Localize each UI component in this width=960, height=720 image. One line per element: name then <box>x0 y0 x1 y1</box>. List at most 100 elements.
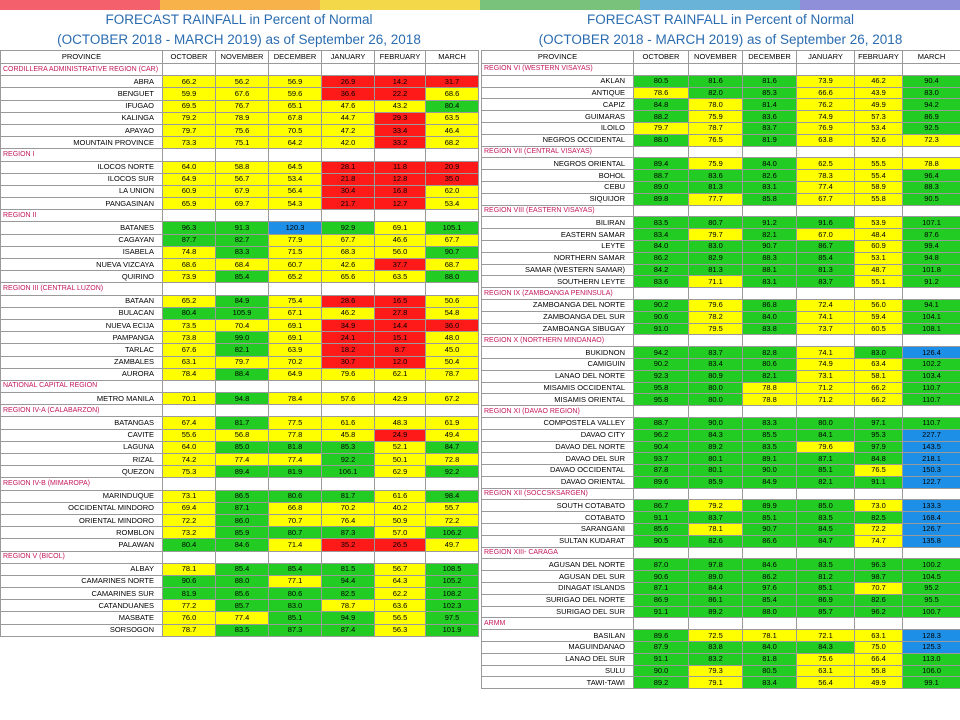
rainfall-value-cell: 86.9 <box>902 110 960 123</box>
empty-cell <box>215 404 269 418</box>
rainfall-value-cell: 74.7 <box>854 534 903 548</box>
rainfall-value-cell: 73.3 <box>162 136 216 150</box>
rainfall-value-cell: 88.0 <box>742 605 797 619</box>
empty-cell <box>374 282 426 296</box>
rainfall-value-cell: 65.2 <box>268 270 322 284</box>
rainfall-value-cell: 85.3 <box>742 86 797 100</box>
rainfall-value-cell: 85.5 <box>742 428 797 442</box>
empty-cell <box>902 63 960 76</box>
rainfall-value-cell: 47.2 <box>321 123 375 138</box>
rainfall-value-cell: 83.1 <box>742 275 797 289</box>
rainfall-value-cell: 76.2 <box>796 98 855 112</box>
rainfall-value-cell: 87.1 <box>633 582 689 595</box>
rainfall-value-cell: 91.0 <box>633 322 689 336</box>
rainfall-value-cell: 81.4 <box>742 98 797 112</box>
empty-cell <box>742 145 797 159</box>
rainfall-value-cell: 55.8 <box>854 664 903 678</box>
rainfall-value-cell: 79.7 <box>162 123 216 138</box>
left-forecast-table: PROVINCE OCTOBER NOVEMBER DECEMBER JANUARY FE… <box>0 50 479 637</box>
rainfall-value-cell: 76.9 <box>796 121 855 135</box>
rainfall-value-cell: 79.6 <box>321 367 375 381</box>
province-name: DAVAO ORIENTAL <box>481 475 634 489</box>
rainfall-value-cell: 79.1 <box>688 676 743 690</box>
strip-segment <box>0 0 160 10</box>
region-header-row: REGION XII (SOCCSKSARGEN) <box>481 487 960 501</box>
rainfall-value-cell: 85.1 <box>796 464 855 477</box>
rainfall-value-cell: 64.9 <box>268 367 322 381</box>
rainfall-value-cell: 56.8 <box>215 428 269 442</box>
rainfall-value-cell: 73.1 <box>796 369 855 383</box>
rainfall-value-cell: 49.9 <box>854 98 903 112</box>
empty-cell <box>902 204 960 218</box>
rainfall-value-cell: 78.7 <box>688 121 743 135</box>
rainfall-value-cell: 85.6 <box>633 523 689 536</box>
rainfall-value-cell: 42.9 <box>374 392 426 406</box>
rainfall-value-cell: 87.1 <box>796 452 855 466</box>
rainfall-value-cell: 43.2 <box>374 99 426 113</box>
rainfall-value-cell: 97.5 <box>425 611 479 625</box>
empty-cell <box>633 405 689 418</box>
province-row: BULACAN 80.4 105.9 67.1 46.2 27.8 54.8 <box>0 306 479 320</box>
rainfall-value-cell: 79.2 <box>162 111 216 125</box>
province-row: BATAAN 65.2 84.9 75.4 28.6 16.5 50.6 <box>0 294 479 308</box>
region-name: REGION III (CENTRAL LUZON) <box>0 282 163 296</box>
rainfall-value-cell: 49.9 <box>854 676 903 690</box>
rainfall-value-cell: 33.4 <box>374 123 426 138</box>
rainfall-value-cell: 69.4 <box>162 501 216 515</box>
rainfall-value-cell: 44.7 <box>321 111 375 125</box>
rainfall-value-cell: 86.5 <box>215 489 269 503</box>
province-name: ROMBLON <box>0 526 163 540</box>
rainfall-value-cell: 78.1 <box>162 562 216 576</box>
province-name: BILIRAN <box>481 216 634 230</box>
rainfall-value-cell: 52.6 <box>854 133 903 147</box>
rainfall-value-cell: 15.1 <box>374 331 426 345</box>
empty-cell <box>162 209 216 223</box>
rainfall-value-cell: 84.7 <box>796 534 855 548</box>
rainfall-value-cell: 128.3 <box>902 629 960 643</box>
rainfall-value-cell: 78.1 <box>742 629 797 643</box>
rainfall-value-cell: 84.6 <box>742 558 797 572</box>
rainfall-value-cell: 56.2 <box>215 75 269 89</box>
rainfall-value-cell: 75.1 <box>215 136 269 150</box>
empty-cell <box>215 62 269 77</box>
rainfall-value-cell: 74.2 <box>162 452 216 467</box>
region-header-row: REGION VII (CENTRAL VISAYAS) <box>481 145 960 159</box>
region-name: REGION V (BICOL) <box>0 550 163 564</box>
rainfall-value-cell: 81.9 <box>162 587 216 601</box>
rainfall-value-cell: 64.0 <box>162 440 216 455</box>
rainfall-value-cell: 95.2 <box>902 582 960 595</box>
province-name: MAGUINDANAO <box>481 641 634 654</box>
rainfall-value-cell: 133.3 <box>902 499 960 513</box>
month-column-header: OCTOBER <box>162 50 216 64</box>
rainfall-value-cell: 80.1 <box>688 464 743 477</box>
rainfall-value-cell: 88.0 <box>215 574 269 589</box>
rainfall-value-cell: 84.8 <box>633 98 689 112</box>
province-name: BATANES <box>0 221 163 235</box>
rainfall-value-cell: 88.2 <box>633 110 689 123</box>
rainfall-value-cell: 56.7 <box>374 562 426 576</box>
province-row: ROMBLON 73.2 85.9 80.7 87.3 57.0 106.2 <box>0 526 479 540</box>
province-name: NORTHERN SAMAR <box>481 251 634 265</box>
rainfall-value-cell: 73.5 <box>162 318 216 333</box>
rainfall-value-cell: 88.4 <box>215 367 269 381</box>
empty-cell <box>374 209 426 223</box>
rainfall-value-cell: 85.4 <box>796 251 855 265</box>
rainfall-value-cell: 60.9 <box>854 239 903 253</box>
rainfall-value-cell: 99.1 <box>902 676 960 690</box>
rainfall-value-cell: 54.8 <box>425 306 479 320</box>
province-row: DAVAO DEL SUR 93.7 80.1 89.1 87.1 84.8 218.1 <box>481 452 960 466</box>
rainfall-value-cell: 80.6 <box>742 357 797 371</box>
province-row: NUEVA ECIJA 73.5 70.4 69.1 34.9 14.4 36.0 <box>0 318 479 333</box>
rainfall-value-cell: 67.7 <box>321 233 375 247</box>
rainfall-value-cell: 90.6 <box>633 310 689 324</box>
rainfall-value-cell: 61.6 <box>374 489 426 503</box>
rainfall-value-cell: 55.1 <box>854 275 903 289</box>
rainfall-value-cell: 67.6 <box>162 343 216 357</box>
province-name: MASBATE <box>0 611 163 625</box>
rainfall-value-cell: 72.2 <box>162 513 216 528</box>
rainfall-value-cell: 63.6 <box>374 599 426 613</box>
rainfall-value-cell: 96.2 <box>854 605 903 619</box>
rainfall-value-cell: 80.4 <box>425 99 479 113</box>
province-row: PAMPANGA 73.8 99.0 69.1 24.1 15.1 48.0 <box>0 331 479 345</box>
province-name: LANAO DEL SUR <box>481 652 634 666</box>
